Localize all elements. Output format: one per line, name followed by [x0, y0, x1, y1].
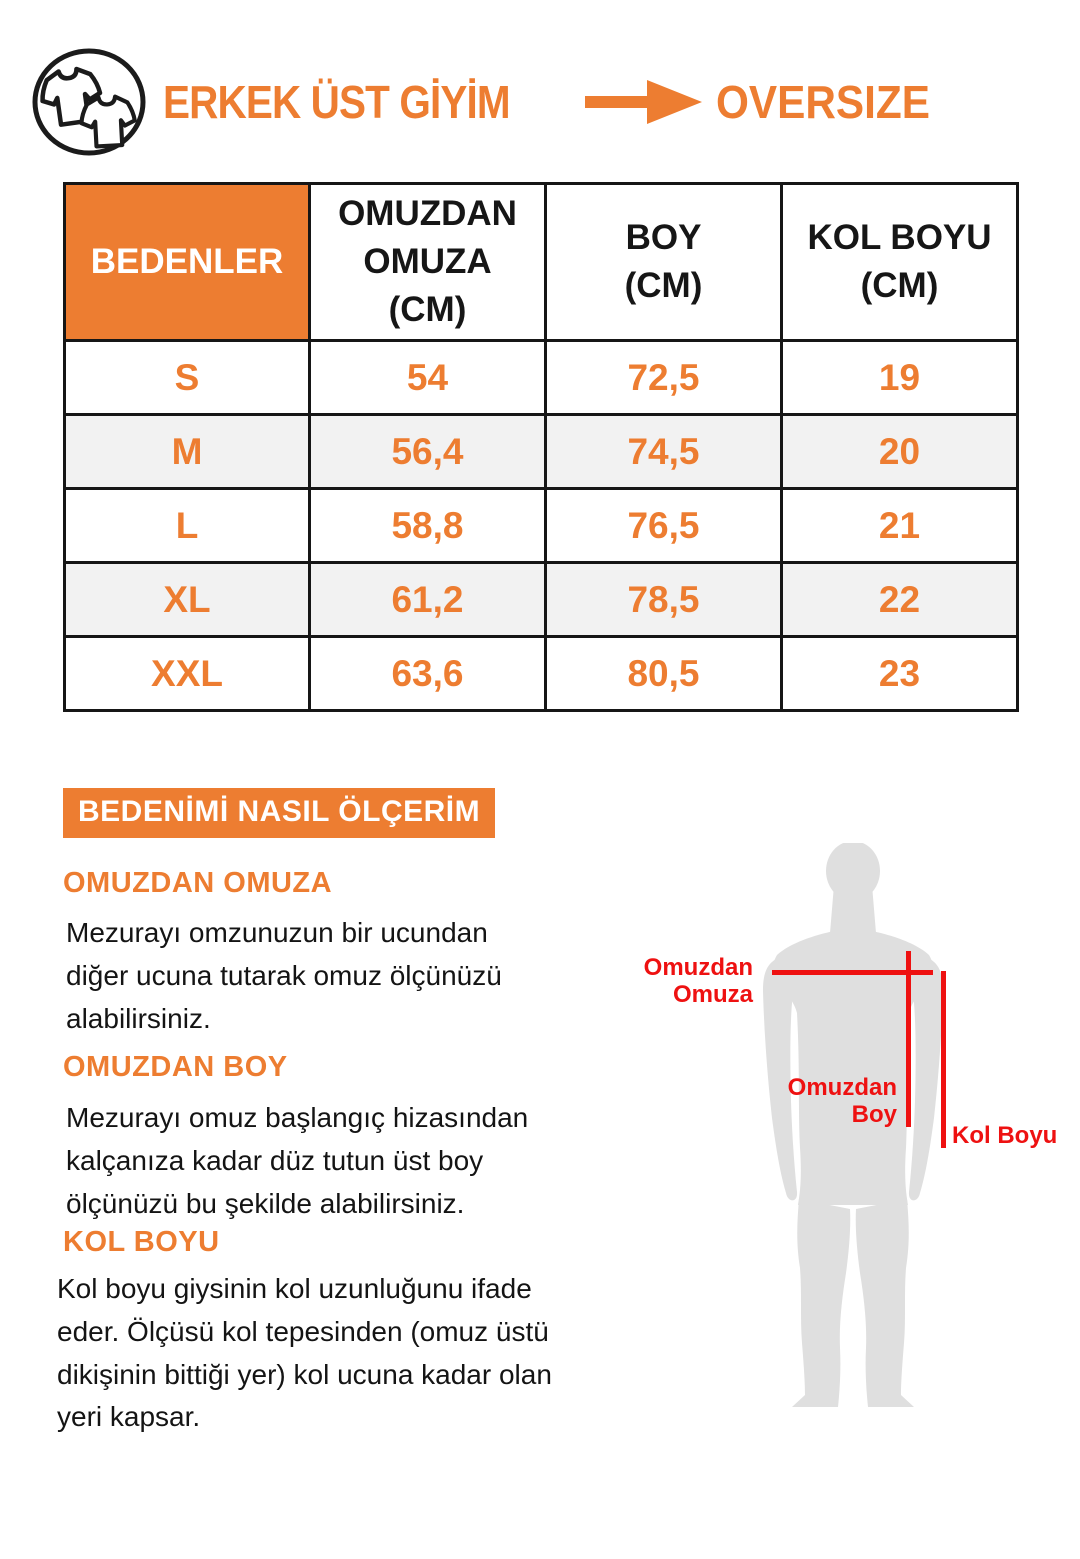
- section-text-sleeve: Kol boyu giysinin kol uzunluğunu ifade e…: [57, 1273, 552, 1433]
- guide-banner: BEDENİMİ NASIL ÖLÇERİM: [63, 788, 496, 838]
- table-row: M 56,4 74,5 20: [63, 413, 1019, 490]
- col-header-sleeve: KOL BOYU (CM): [780, 182, 1019, 342]
- size-cell: S: [63, 339, 311, 416]
- sleeve-value-cell: 19: [780, 339, 1019, 416]
- table-row: XXL 63,6 80,5 23: [63, 635, 1019, 712]
- section-heading-shoulder: OMUZDAN OMUZA: [63, 867, 333, 899]
- size-cell: L: [63, 487, 311, 564]
- col-header-shoulder: OMUZDAN OMUZA (CM): [308, 182, 547, 342]
- shoulder-value-cell: 63,6: [308, 635, 547, 712]
- sleeve-value-cell: 23: [780, 635, 1019, 712]
- shoulder-value-cell: 58,8: [308, 487, 547, 564]
- section-heading-length: OMUZDAN BOY: [63, 1051, 288, 1083]
- sleeve-measure-label: Kol Boyu: [952, 1122, 1058, 1149]
- measurement-figure: Omuzdan Omuza Omuzdan Boy Kol Boyu: [620, 843, 1060, 1553]
- shoulder-value-cell: 61,2: [308, 561, 547, 638]
- right-arrow-icon: [583, 77, 705, 132]
- size-cell: M: [63, 413, 311, 490]
- size-table: BEDENLER OMUZDAN OMUZA (CM) BOY (CM) KOL…: [63, 182, 1019, 712]
- size-cell: XL: [63, 561, 311, 638]
- length-value-cell: 76,5: [544, 487, 783, 564]
- col-header-length: BOY (CM): [544, 182, 783, 342]
- category-title: OVERSIZE: [716, 76, 931, 128]
- tshirts-circle-icon: [31, 47, 148, 162]
- sleeve-value-cell: 21: [780, 487, 1019, 564]
- length-value-cell: 78,5: [544, 561, 783, 638]
- shoulder-value-cell: 56,4: [308, 413, 547, 490]
- section-text-shoulder: Mezurayı omzunuzun bir ucundan diğer ucu…: [66, 917, 502, 1034]
- sleeve-measure-line: [941, 971, 946, 1148]
- length-value-cell: 80,5: [544, 635, 783, 712]
- length-measure-label: Omuzdan Boy: [787, 1074, 897, 1128]
- shoulder-value-cell: 54: [308, 339, 547, 416]
- table-row: L 58,8 76,5 21: [63, 487, 1019, 564]
- size-cell: XXL: [63, 635, 311, 712]
- shoulder-measure-line: [772, 970, 933, 975]
- size-table-body: S 54 72,5 19 M 56,4 74,5 20 L 58,8 76,5 …: [63, 339, 1019, 712]
- shoulder-measure-label: Omuzdan Omuza: [643, 954, 753, 1008]
- male-body-silhouette-icon: [763, 843, 943, 1407]
- length-value-cell: 74,5: [544, 413, 783, 490]
- section-text-length: Mezurayı omuz başlangıç hizasından kalça…: [66, 1102, 529, 1219]
- length-value-cell: 72,5: [544, 339, 783, 416]
- page-title: ERKEK ÜST GİYİM: [163, 76, 511, 128]
- table-row: XL 61,2 78,5 22: [63, 561, 1019, 638]
- length-measure-line: [906, 951, 911, 1127]
- col-header-sizes: BEDENLER: [63, 182, 311, 342]
- sleeve-value-cell: 20: [780, 413, 1019, 490]
- section-heading-sleeve: KOL BOYU: [63, 1226, 220, 1258]
- table-row: S 54 72,5 19: [63, 339, 1019, 416]
- table-header-row: BEDENLER OMUZDAN OMUZA (CM) BOY (CM) KOL…: [63, 182, 1019, 342]
- sleeve-value-cell: 22: [780, 561, 1019, 638]
